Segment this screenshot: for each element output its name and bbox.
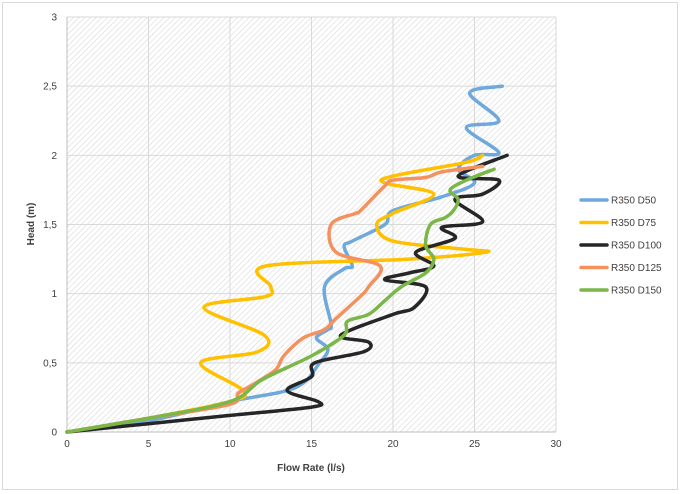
y-tick-label: 0,5: [43, 358, 57, 369]
y-tick-label: 2: [51, 151, 57, 162]
y-tick-label: 1: [51, 289, 57, 300]
x-tick-label: 30: [550, 439, 562, 450]
legend-label-r350-d125: R350 D125: [611, 263, 662, 274]
x-axis-title: Flow Rate (l/s): [277, 463, 345, 474]
y-tick-label: 2,5: [43, 82, 57, 93]
tick-labels: 0 5 10 15 20 25 30 0 0,5 1 1,5 2 2,5 3: [43, 13, 562, 451]
x-tick-label: 25: [469, 439, 481, 450]
y-tick-label: 3: [51, 13, 57, 24]
legend-label-r350-d50: R350 D50: [611, 196, 656, 207]
legend-label-r350-d150: R350 D150: [611, 286, 662, 297]
series-line-r350-d75: [65, 153, 491, 434]
series-line-r350-d125: [65, 164, 485, 434]
x-tick-label: 15: [306, 439, 318, 450]
legend-label-r350-d100: R350 D100: [611, 241, 662, 252]
x-tick-label: 0: [64, 439, 70, 450]
y-tick-label: 1,5: [43, 220, 57, 231]
legend: R350 D50 R350 D75 R350 D100 R350 D125 R350 D…: [579, 196, 662, 297]
y-tick-label: 0: [51, 428, 57, 439]
y-axis-title: Head (m): [26, 203, 37, 246]
x-tick-label: 20: [387, 439, 399, 450]
x-tick-label: 10: [224, 439, 236, 450]
series-layer: [65, 84, 509, 434]
axes: [66, 17, 556, 433]
x-tick-label: 5: [146, 439, 152, 450]
series-line-r350-d150: [65, 167, 496, 434]
legend-label-r350-d75: R350 D75: [611, 218, 656, 229]
gridlines: [67, 16, 557, 432]
